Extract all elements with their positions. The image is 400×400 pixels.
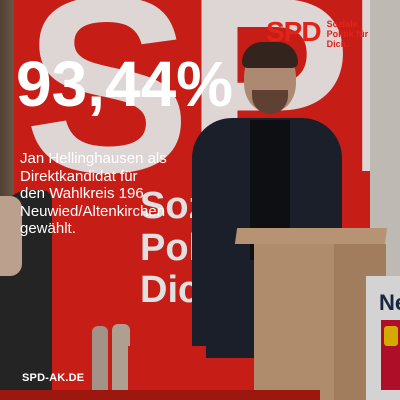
caption-line: gewählt. — [20, 220, 76, 237]
caption-line: Neuwied/Altenkirchen — [20, 202, 166, 220]
spd-logo-slogan: Soziale Politik für Dich. — [327, 18, 369, 49]
logo-slogan-line: Politik für — [326, 29, 369, 39]
caption-text: Jan Hellinghausen als Direktkandidat für… — [20, 150, 205, 238]
logo-slogan-line: Soziale — [326, 19, 358, 29]
caption-line: Jan Hellinghausen als — [20, 150, 167, 167]
lion-icon — [384, 326, 398, 346]
spd-logo: SPD Soziale Politik für Dich. — [266, 16, 369, 50]
caption-line: Direktkandidat für — [20, 167, 138, 185]
speaker-hair — [242, 42, 298, 68]
result-percentage: 93,44% — [16, 48, 234, 120]
audience-person-hands — [0, 196, 22, 276]
table-edge — [0, 390, 320, 400]
bottle — [92, 326, 108, 400]
website-url: SPD-AK.DE — [22, 372, 85, 384]
logo-slogan-line: Dich. — [326, 39, 349, 49]
bottle — [112, 324, 130, 400]
caption-line: den Wahlkreis 196 — [20, 185, 144, 202]
lectern — [234, 228, 388, 400]
spd-logo-mark: SPD — [266, 16, 322, 47]
lectern-sign-text: Ne — [379, 290, 400, 315]
